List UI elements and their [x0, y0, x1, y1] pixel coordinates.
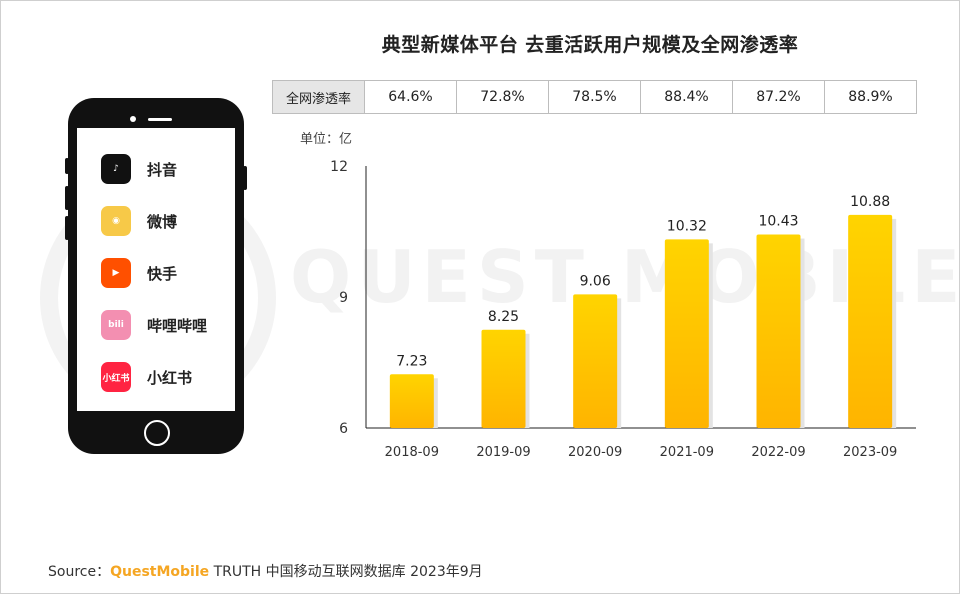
penetration-value: 72.8%	[456, 80, 549, 114]
phone-screen: ♪ 抖音 ◉ 微博 ▶ 快手 bili 哔哩哔哩小红书 小红书	[77, 128, 235, 411]
y-tick-label: 12	[330, 159, 348, 175]
bar-value-label: 10.88	[850, 194, 890, 210]
bar	[848, 214, 893, 428]
phone-home-button	[144, 420, 170, 446]
bar-value-label: 7.23	[396, 353, 427, 369]
app-name: 哔哩哔哩	[147, 317, 208, 335]
bar-value-label: 10.43	[758, 214, 798, 230]
bar-value-label: 10.32	[667, 218, 707, 234]
app-item: 小红书 小红书	[77, 362, 235, 396]
phone-side-button	[65, 216, 69, 240]
source-note: Source：QuestMobile TRUTH 中国移动互联网数据库 2023…	[48, 561, 483, 581]
penetration-table: 全网渗透率 64.6% 72.8% 78.5% 88.4% 87.2% 88.9…	[272, 80, 917, 114]
douyin-icon: ♪	[101, 154, 131, 184]
app-icon-glyph: bili	[108, 320, 124, 330]
app-item: ♪ 抖音	[77, 154, 235, 188]
app-name: 快手	[147, 265, 178, 283]
phone-side-button	[243, 166, 247, 190]
bilibili-icon: bili	[101, 310, 131, 340]
bar-value-label: 9.06	[580, 273, 611, 289]
penetration-value: 87.2%	[732, 80, 825, 114]
y-tick-label: 6	[339, 421, 348, 437]
x-tick-label: 2018-09	[385, 445, 439, 460]
phone-side-button	[65, 158, 69, 174]
penetration-label: 全网渗透率	[272, 80, 365, 114]
x-tick-label: 2021-09	[660, 445, 714, 460]
app-icon-glyph: ▶	[112, 268, 120, 278]
phone-side-button	[65, 186, 69, 210]
app-item: ◉ 微博	[77, 206, 235, 240]
xiaohongshu-icon: 小红书	[101, 362, 131, 392]
x-tick-label: 2020-09	[568, 445, 622, 460]
app-icon-glyph: ◉	[112, 216, 120, 226]
source-brand: QuestMobile	[110, 564, 210, 580]
y-tick-label: 9	[339, 290, 348, 306]
source-prefix: Source：	[48, 564, 111, 580]
bar-value-label: 8.25	[488, 309, 519, 325]
bar	[756, 234, 801, 428]
kuaishou-icon: ▶	[101, 258, 131, 288]
penetration-value: 88.9%	[824, 80, 917, 114]
penetration-value: 88.4%	[640, 80, 733, 114]
app-item: ▶ 快手	[77, 258, 235, 292]
source-rest: TRUTH 中国移动互联网数据库 2023年9月	[209, 564, 483, 580]
bar	[664, 239, 709, 428]
unit-label: 单位：亿	[300, 132, 353, 147]
x-tick-label: 2023-09	[843, 445, 897, 460]
app-name: 小红书	[147, 369, 193, 387]
bar	[389, 374, 434, 428]
phone-speaker	[148, 118, 172, 121]
phone-illustration: ♪ 抖音 ◉ 微博 ▶ 快手 bili 哔哩哔哩小红书 小红书	[65, 98, 247, 454]
app-name: 微博	[147, 213, 178, 231]
weibo-icon: ◉	[101, 206, 131, 236]
penetration-value: 64.6%	[364, 80, 457, 114]
penetration-value: 78.5%	[548, 80, 641, 114]
app-icon-glyph: 小红书	[102, 373, 130, 384]
bar	[481, 329, 526, 428]
bar	[573, 294, 618, 428]
app-item: bili 哔哩哔哩	[77, 310, 235, 344]
chart-title: 典型新媒体平台 去重活跃用户规模及全网渗透率	[381, 34, 799, 56]
app-icon-glyph: ♪	[113, 164, 119, 174]
x-tick-label: 2019-09	[476, 445, 530, 460]
app-name: 抖音	[147, 161, 178, 179]
phone-camera	[130, 116, 136, 122]
x-tick-label: 2022-09	[751, 445, 805, 460]
penetration-row: 全网渗透率 64.6% 72.8% 78.5% 88.4% 87.2% 88.9…	[272, 80, 917, 114]
